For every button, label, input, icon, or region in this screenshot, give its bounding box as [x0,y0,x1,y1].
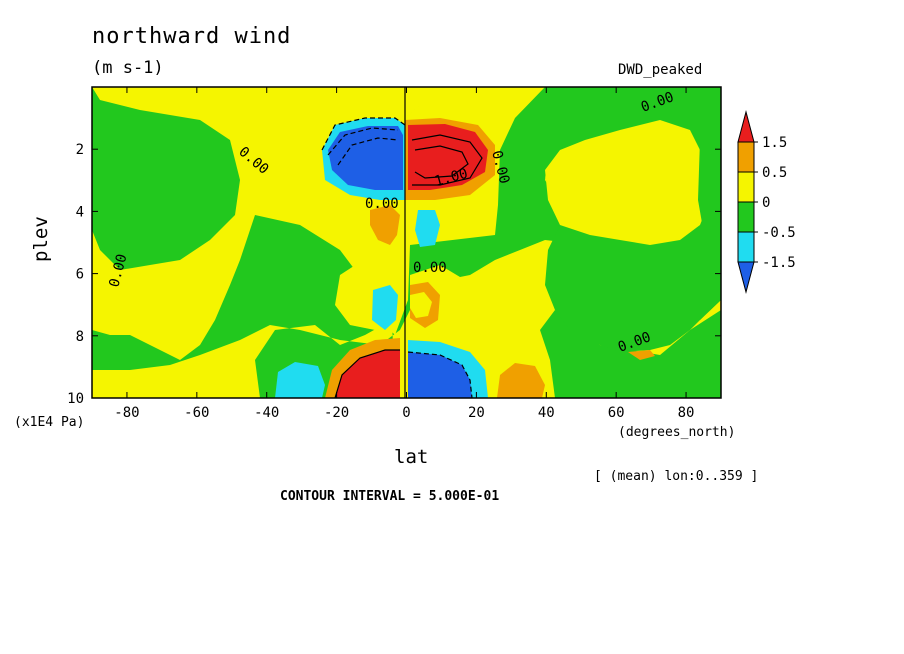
y-tick-label-0: 2 [76,142,84,158]
colorbar: 1.5 0.5 0 -0.5 -1.5 [737,110,796,294]
colorbar-segment-blue [737,261,755,294]
colorbar-label-2: 0 [762,195,770,211]
field-green-northwest [92,87,240,270]
x-axis-units: (degrees_north) [618,425,736,440]
chart-title: northward wind [92,24,292,49]
x-axis-label: lat [394,446,429,468]
x-tick-label-5: 20 [468,405,485,421]
field-red-lower [335,350,400,398]
contour-line-neg-upper-1 [321,117,406,151]
field-green-east-edge [698,140,718,240]
x-tick-label-6: 40 [538,405,555,421]
x-tick-label-4: 0 [402,405,410,421]
field-red-upper [408,124,488,190]
field-yellow-lower-mid-core [410,292,432,318]
colorbar-label-1: 0.5 [762,165,787,181]
colorbar-segment-green [737,201,755,233]
x-tick-label-3: -20 [324,405,349,421]
colorbar-segment-yellow [737,171,755,203]
x-tick-label-2: -40 [254,405,279,421]
colorbar-label-4: -1.5 [762,255,796,271]
field-cyan-mid [415,210,440,247]
y-tick-label-3: 8 [76,329,84,345]
contour-line-neg-upper-3 [337,137,399,166]
contour-fields [92,87,721,398]
y-tick-label-2: 6 [76,267,84,283]
field-blue-upper [328,126,403,190]
colorbar-segment-cyan [737,231,755,263]
y-axis: 2 4 6 8 10 [67,142,721,407]
contour-line-pos-upper-2 [414,145,469,179]
averaging-note: [ (mean) lon:0..359 ] [594,469,759,484]
field-orange-mid [370,205,400,245]
contour-line-neg-upper-2 [327,127,399,156]
x-tick-label-1: -60 [184,405,209,421]
field-cyan-lower-mid [372,285,398,330]
field-blue-lower [408,352,472,398]
y-axis-label: plev [30,216,52,262]
chart-units: (m s-1) [92,58,164,78]
contour-line-pos-lower [334,349,400,398]
colorbar-segment-orange [737,141,755,173]
field-yellow-east-upper [545,120,710,245]
contour-interval: CONTOUR INTERVAL = 5.000E-01 [280,489,500,504]
colorbar-label-0: 1.5 [762,135,787,151]
dataset-name: DWD_peaked [618,62,703,78]
field-orange-lower-north [497,363,545,398]
colorbar-segment-red [737,110,755,143]
contour-label-2: 0.00 [413,260,447,276]
field-orange-small-east [628,350,655,360]
colorbar-label-3: -0.5 [762,225,796,241]
y-tick-label-4: 10 [67,391,84,407]
x-tick-label-7: 60 [608,405,625,421]
contour-line-neg-lower [407,351,473,398]
contour-line-pos-upper-1 [411,134,483,186]
x-axis: -80 -60 -40 -20 0 20 40 60 80 [114,87,694,421]
y-tick-label-1: 4 [76,204,84,220]
x-tick-label-8: 80 [678,405,695,421]
field-cyan-lower-south [275,362,325,398]
contour-label-1: 0.00 [365,196,399,212]
x-tick-label-0: -80 [114,405,139,421]
y-axis-units: (x1E4 Pa) [14,415,85,430]
